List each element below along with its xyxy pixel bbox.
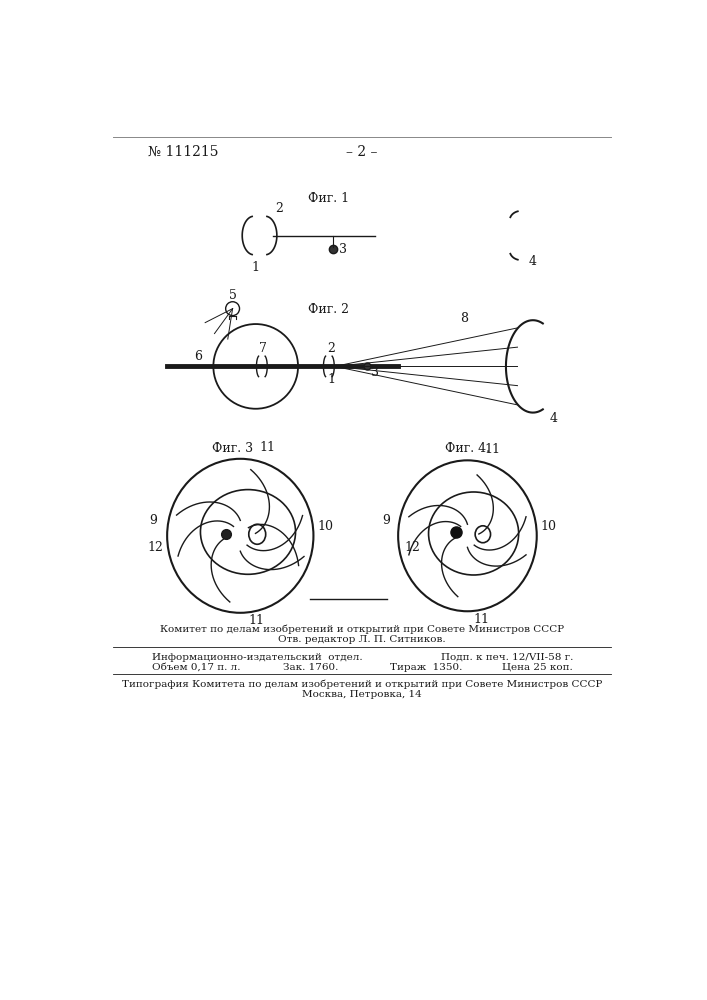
Text: Информационно-издательский  отдел.: Информационно-издательский отдел. bbox=[152, 653, 363, 662]
Text: 5: 5 bbox=[229, 289, 237, 302]
Text: Объем 0,17 п. л.: Объем 0,17 п. л. bbox=[152, 663, 240, 672]
Text: Фиг. 2: Фиг. 2 bbox=[308, 303, 349, 316]
Text: 3: 3 bbox=[339, 243, 347, 256]
Text: 4: 4 bbox=[550, 412, 558, 425]
Text: Фиг. 1: Фиг. 1 bbox=[308, 192, 349, 205]
Text: 11: 11 bbox=[484, 443, 501, 456]
Text: 1: 1 bbox=[252, 261, 259, 274]
Text: Цена 25 коп.: Цена 25 коп. bbox=[502, 663, 573, 672]
Text: 2: 2 bbox=[327, 342, 335, 355]
Ellipse shape bbox=[249, 524, 266, 544]
Text: 9: 9 bbox=[382, 514, 390, 527]
Text: 6: 6 bbox=[194, 350, 203, 363]
Text: Зак. 1760.: Зак. 1760. bbox=[283, 663, 338, 672]
Text: 12: 12 bbox=[148, 541, 163, 554]
Text: Отв. редактор Л. П. Ситников.: Отв. редактор Л. П. Ситников. bbox=[278, 635, 446, 644]
Text: 2: 2 bbox=[275, 202, 283, 215]
Text: 8: 8 bbox=[460, 312, 468, 325]
Text: 9: 9 bbox=[149, 514, 157, 527]
Text: Комитет по делам изобретений и открытий при Совете Министров СССР: Комитет по делам изобретений и открытий … bbox=[160, 624, 564, 634]
Text: № 111215: № 111215 bbox=[148, 145, 218, 159]
Text: – 2 –: – 2 – bbox=[346, 145, 378, 159]
Text: 10: 10 bbox=[541, 520, 556, 533]
Text: 7: 7 bbox=[259, 342, 267, 355]
Text: Фиг. 4.: Фиг. 4. bbox=[445, 442, 490, 455]
Text: Тираж  1350.: Тираж 1350. bbox=[390, 663, 463, 672]
Ellipse shape bbox=[475, 526, 491, 543]
Text: 11: 11 bbox=[474, 613, 490, 626]
Text: 1: 1 bbox=[327, 373, 335, 386]
Text: 11: 11 bbox=[259, 441, 276, 454]
Text: 12: 12 bbox=[404, 541, 420, 554]
Text: Фиг. 3: Фиг. 3 bbox=[212, 442, 253, 455]
Text: 10: 10 bbox=[317, 520, 333, 533]
Text: Типография Комитета по делам изобретений и открытий при Совете Министров СССР: Типография Комитета по делам изобретений… bbox=[122, 680, 602, 689]
Text: 11: 11 bbox=[248, 614, 264, 627]
Text: Подп. к печ. 12/VII-58 г.: Подп. к печ. 12/VII-58 г. bbox=[440, 653, 573, 662]
Text: 3: 3 bbox=[371, 366, 379, 379]
Text: Москва, Петровка, 14: Москва, Петровка, 14 bbox=[302, 690, 422, 699]
Text: 4: 4 bbox=[529, 255, 537, 268]
